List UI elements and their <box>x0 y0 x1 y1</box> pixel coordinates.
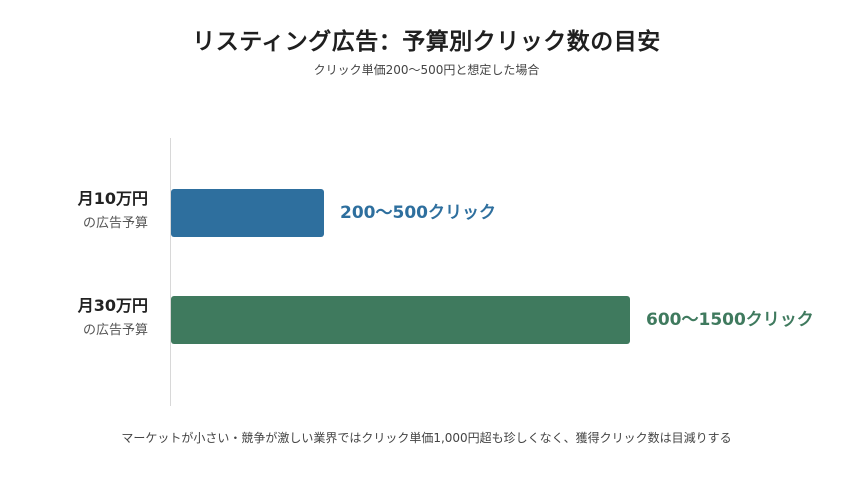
chart-footnote: マーケットが小さい・競争が激しい業界ではクリック単価1,000円超も珍しくなく、… <box>121 431 732 445</box>
chart-title: リスティング広告：予算別クリック数の目安 <box>192 29 661 55</box>
bar <box>171 296 630 344</box>
category-label: 月10万円の広告予算 <box>78 189 148 233</box>
category-label-main: 月30万円 <box>77 296 148 315</box>
bar-value-label: 600〜1500クリック <box>646 310 814 330</box>
category-label: 月30万円の広告予算 <box>78 296 148 340</box>
bar-row: 月30万円の広告予算 600〜1500クリック <box>0 296 853 344</box>
category-label-main: 月10万円 <box>77 189 148 208</box>
chart-subtitle: クリック単価200〜500円と想定した場合 <box>313 63 540 77</box>
bar <box>171 189 324 237</box>
category-axis-line <box>170 138 171 406</box>
bar-row: 月10万円の広告予算 200〜500クリック <box>0 189 853 237</box>
bar-value-label: 200〜500クリック <box>340 203 496 223</box>
category-label-sub: の広告予算 <box>82 216 148 231</box>
category-label-sub: の広告予算 <box>82 323 148 338</box>
